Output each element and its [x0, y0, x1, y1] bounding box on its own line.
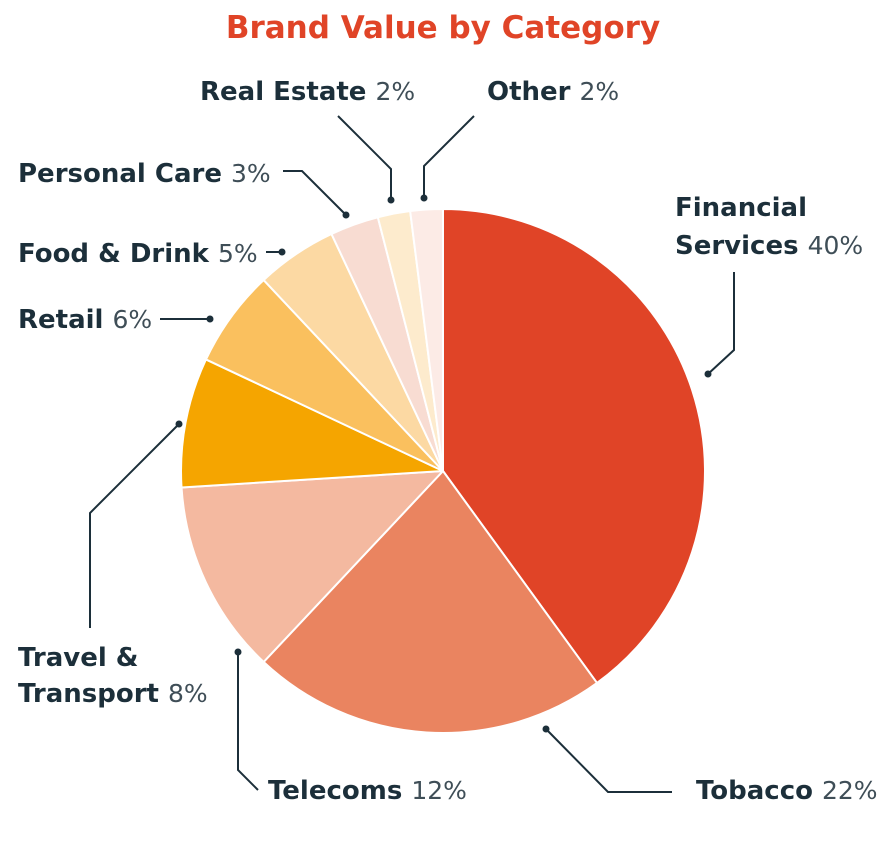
slice-name-travel-transport: Travel &	[18, 643, 138, 673]
leader-line-telecoms	[237, 652, 259, 791]
slice-name-personal-care: Personal Care	[18, 159, 222, 189]
chart-title: Brand Value by Category	[226, 10, 660, 46]
slice-tobacco	[262, 470, 598, 734]
slice-pct-personal-care: 3%	[231, 159, 271, 188]
leader-dot-other	[420, 194, 428, 202]
slice-label-financial-services: Financial Services 40%	[675, 193, 863, 261]
leader-line-financial-services	[707, 272, 735, 375]
slice-pct-tobacco: 22%	[822, 776, 878, 805]
slice-name-food-drink: Food & Drink	[18, 239, 210, 269]
leader-dot-real-estate	[387, 196, 395, 204]
leader-line-other	[423, 115, 475, 198]
leader-dot-retail	[206, 315, 214, 323]
slice-labels: Financial Services 40% Tobacco 22% Telecoms 12…	[18, 77, 878, 806]
slice-name-telecoms: Telecoms	[268, 776, 402, 806]
slice-name-travel-transport: Transport	[18, 679, 159, 709]
slice-financial-services	[442, 208, 706, 684]
slice-pct-financial-services: 40%	[808, 231, 864, 260]
leader-dot-personal-care	[342, 211, 350, 219]
leader-lines	[89, 115, 735, 793]
slice-label-real-estate: Real Estate 2%	[200, 77, 415, 107]
slice-name-tobacco: Tobacco	[696, 776, 813, 806]
slice-pct-travel-transport: 8%	[168, 679, 208, 708]
slice-travel-transport	[180, 358, 444, 489]
leader-line-tobacco	[545, 728, 672, 793]
slice-name-real-estate: Real Estate	[200, 77, 366, 107]
slice-label-food-drink: Food & Drink 5%	[18, 239, 258, 269]
slice-label-personal-care: Personal Care 3%	[18, 159, 271, 189]
slice-name-other: Other	[487, 77, 571, 107]
slice-name-financial-services: Financial	[675, 193, 807, 223]
slice-label-other: Other 2%	[487, 77, 619, 107]
slice-telecoms	[180, 470, 444, 663]
leader-line-personal-care	[283, 170, 347, 216]
slice-pct-other: 2%	[580, 77, 620, 106]
leader-dot-financial-services	[704, 370, 712, 378]
slice-label-tobacco: Tobacco 22%	[696, 776, 878, 806]
slice-pct-retail: 6%	[112, 305, 152, 334]
slice-name-financial-services: Services	[675, 231, 799, 261]
leader-dot-telecoms	[234, 648, 242, 656]
slice-label-retail: Retail 6%	[18, 305, 152, 335]
slice-pct-real-estate: 2%	[375, 77, 415, 106]
leader-line-travel-transport	[89, 423, 180, 628]
slice-other	[409, 208, 444, 472]
leader-line-real-estate	[337, 115, 392, 200]
slice-pct-food-drink: 5%	[218, 239, 258, 268]
pie-slices	[180, 208, 706, 734]
leader-dot-tobacco	[542, 725, 550, 733]
leader-dot-travel-transport	[175, 420, 183, 428]
slice-name-retail: Retail	[18, 305, 103, 335]
leader-dot-food-drink	[278, 248, 286, 256]
slice-pct-telecoms: 12%	[411, 776, 467, 805]
slice-label-telecoms: Telecoms 12%	[268, 776, 467, 806]
slice-label-travel-transport: Travel & Transport 8%	[18, 643, 208, 709]
